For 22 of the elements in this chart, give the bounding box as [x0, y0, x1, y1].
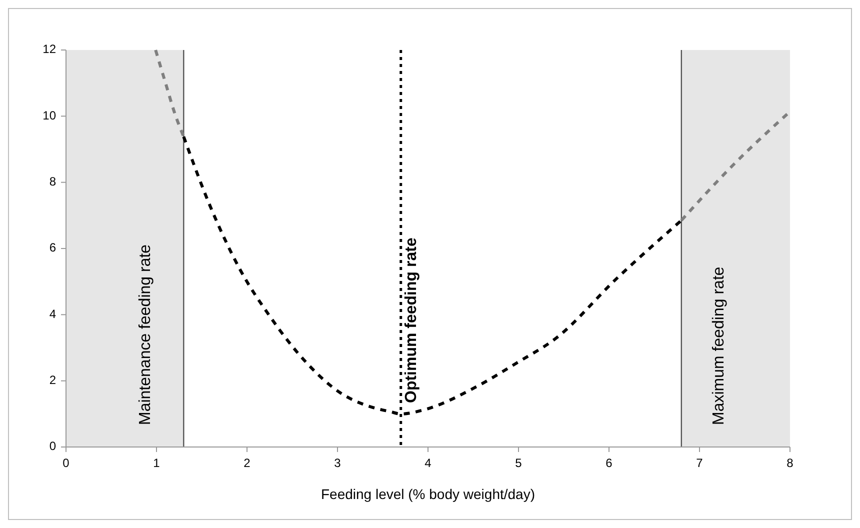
- ref-line-label: Optimum feeding rate: [403, 238, 420, 403]
- x-tick-label: 0: [62, 456, 70, 470]
- x-tick-label: 5: [515, 456, 522, 470]
- band-label: Maximum feeding rate: [710, 266, 728, 425]
- y-tick-label: 4: [49, 306, 56, 321]
- x-tick-label: 3: [334, 456, 342, 470]
- y-tick-label: 10: [42, 108, 56, 122]
- y-tick-label: 8: [49, 174, 56, 189]
- x-tick-label: 1: [153, 456, 160, 470]
- x-tick-label: 6: [606, 456, 613, 470]
- band-label: Maintenance feeding rate: [136, 244, 154, 425]
- y-tick-label: 12: [42, 42, 56, 56]
- x-axis-title: Feeding level (% body weight/day): [320, 486, 536, 502]
- y-tick-label: 0: [49, 439, 56, 454]
- x-tick-label: 4: [424, 456, 432, 470]
- x-tick-label: 8: [786, 456, 794, 470]
- line-series: [154, 48, 186, 138]
- x-tick-label: 7: [696, 456, 704, 470]
- x-tick-label: 2: [244, 456, 251, 470]
- line-series: [182, 135, 683, 416]
- y-tick-label: 6: [49, 240, 56, 255]
- y-tick-label: 2: [49, 373, 56, 388]
